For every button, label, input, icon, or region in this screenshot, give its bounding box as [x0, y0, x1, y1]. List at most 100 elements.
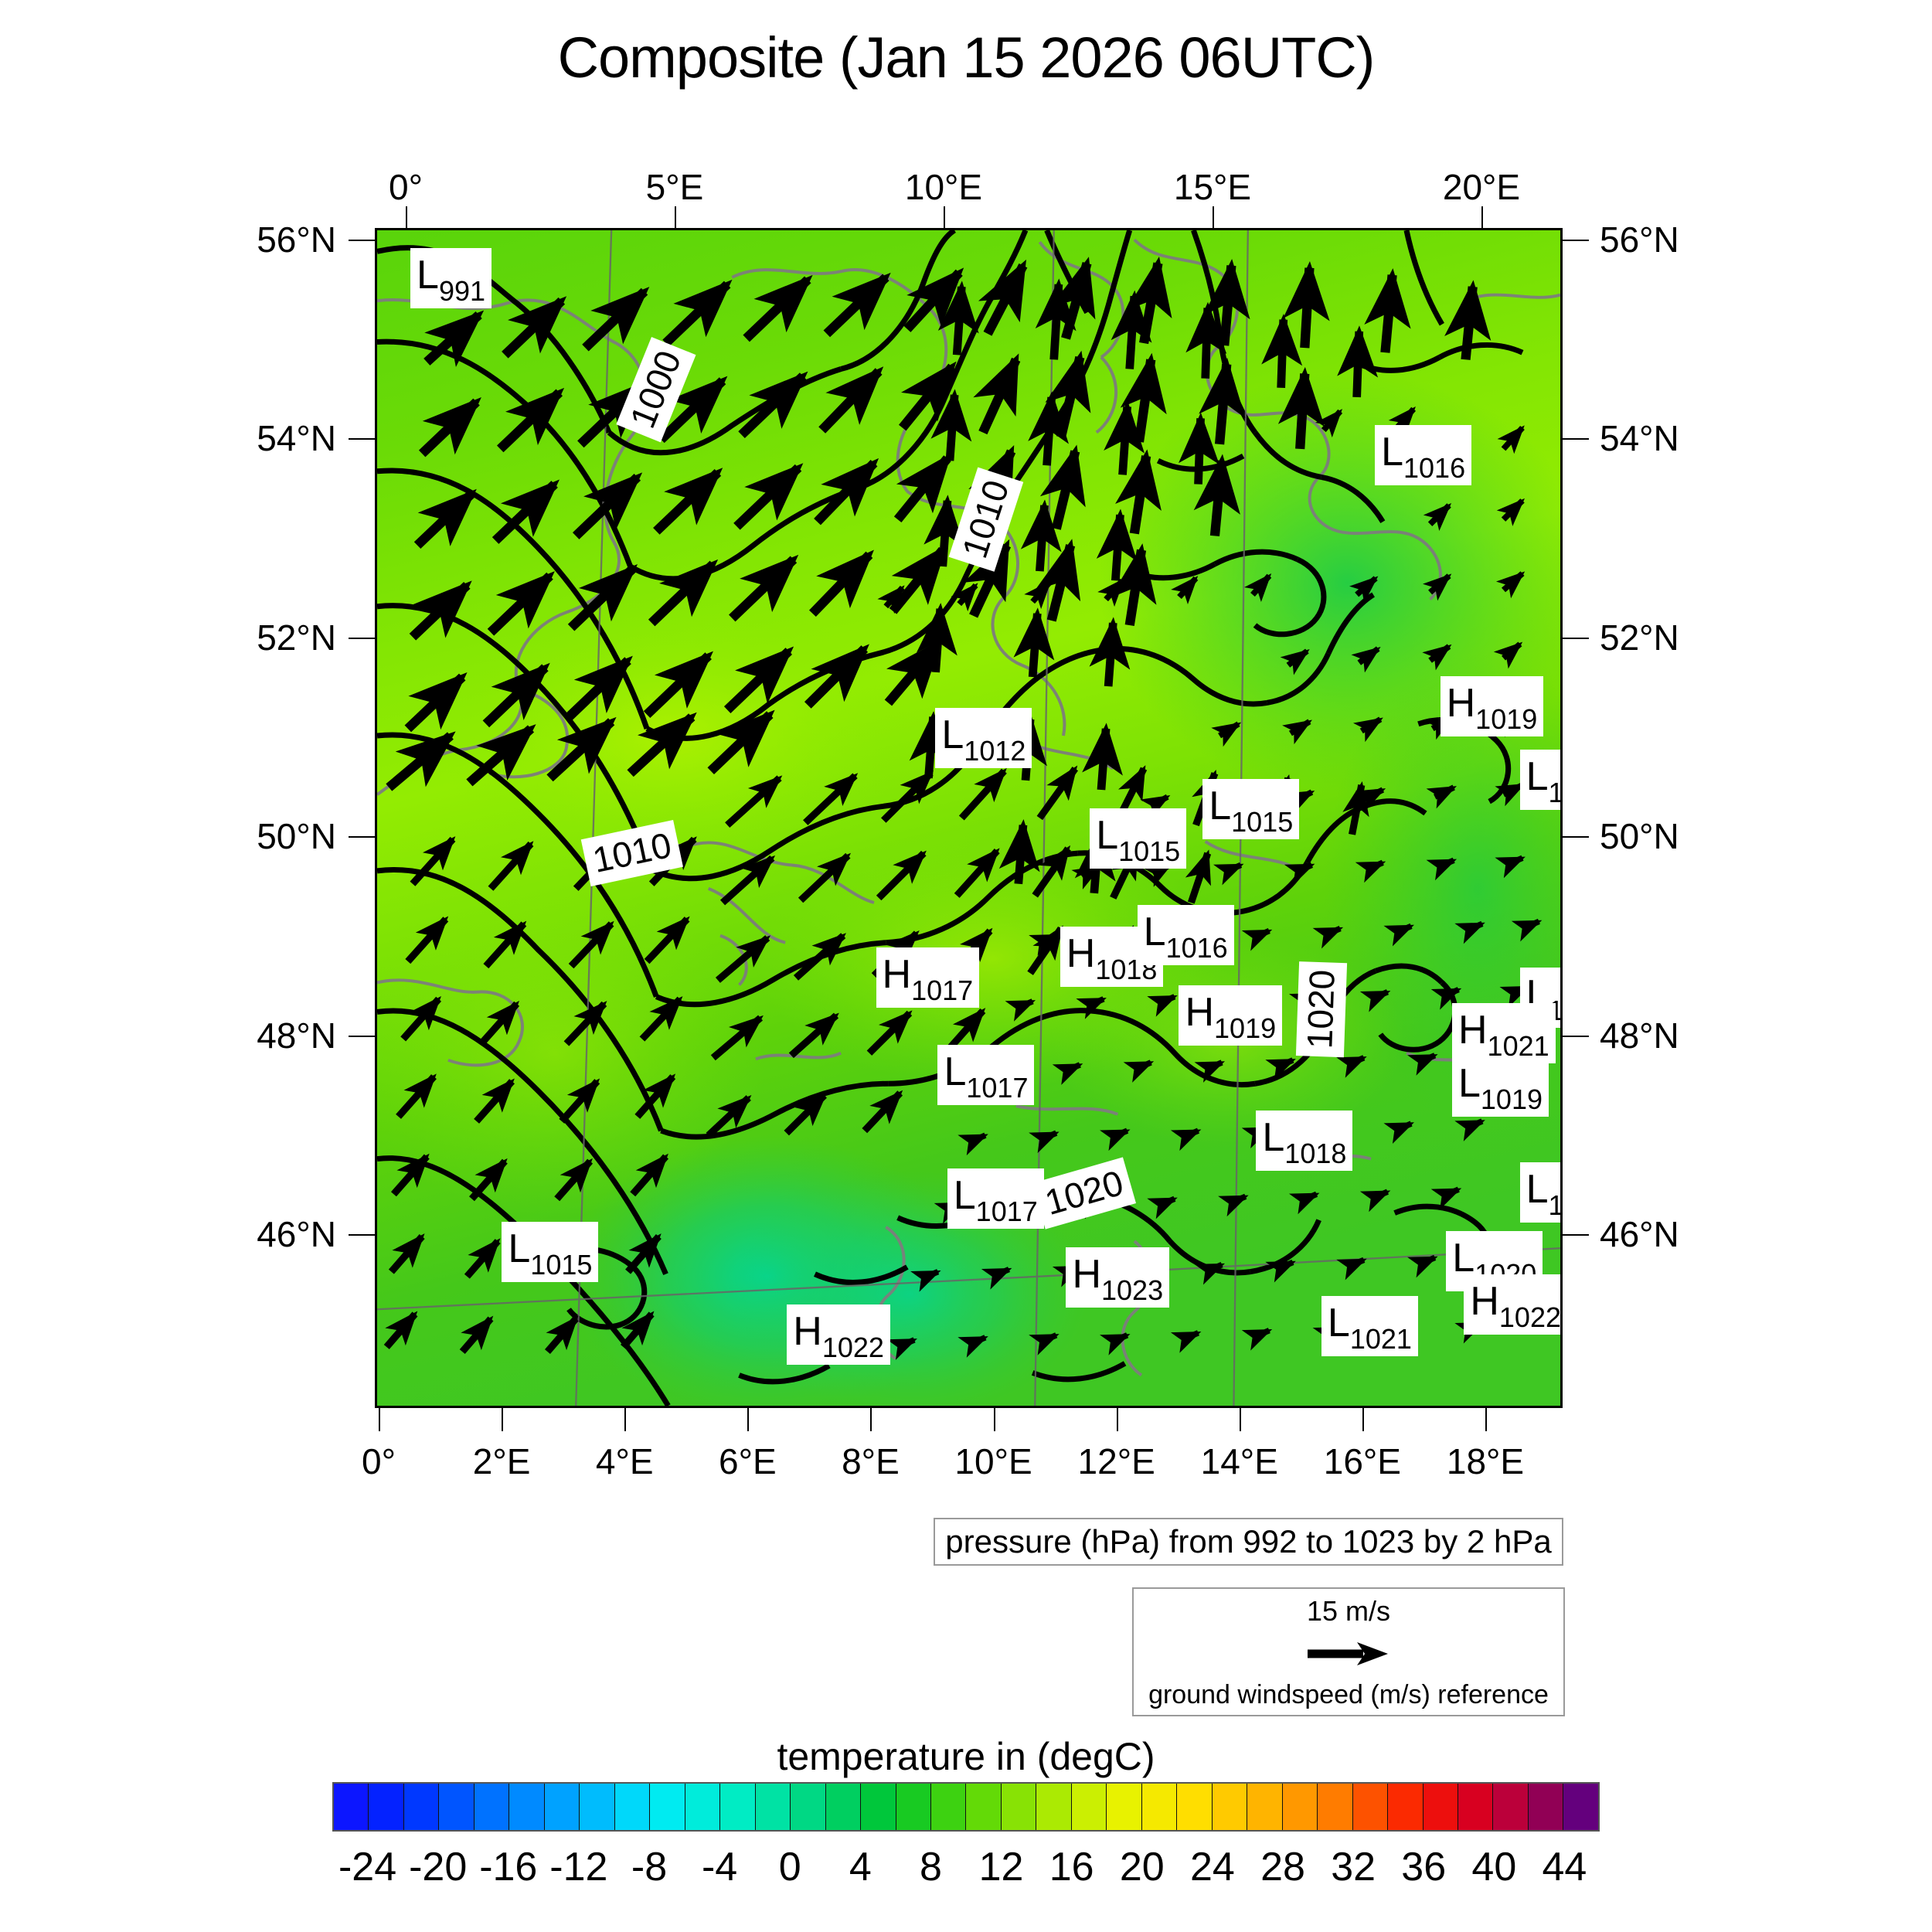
axis-tick-label: 48°N: [1600, 1015, 1679, 1056]
pressure-center-type: L: [1452, 1235, 1475, 1281]
colorbar-tick-label: 40: [1471, 1845, 1517, 1889]
pressure-center-marker: L1016: [1375, 424, 1472, 485]
pressure-center-value: 1021: [1349, 1322, 1412, 1355]
axis-tick-label: 46°N: [257, 1214, 336, 1254]
axis-tick-mark: [349, 637, 375, 639]
axis-tick-mark: [1481, 206, 1483, 228]
colorbar-tick-label: 16: [1049, 1845, 1094, 1889]
pressure-center-type: H: [1458, 1008, 1488, 1053]
colorbar-cell: [966, 1784, 1002, 1830]
colorbar-tick-label: 44: [1542, 1845, 1587, 1889]
colorbar-cell: [1563, 1784, 1598, 1830]
pressure-center-value: 1017: [911, 975, 974, 1007]
colorbar-tick-label: -16: [479, 1845, 538, 1889]
axis-tick-mark: [1213, 206, 1214, 228]
axis-tick-mark: [1563, 1035, 1589, 1037]
pressure-center-value: 991: [438, 274, 486, 307]
colorbar-cell: [1282, 1784, 1318, 1830]
pressure-center-value: 1017: [975, 1195, 1038, 1227]
axis-tick-mark: [944, 206, 945, 228]
axis-tick-mark: [1563, 438, 1589, 440]
axis-tick-mark: [870, 1408, 872, 1431]
axis-tick-label: 2°E: [472, 1441, 531, 1481]
axis-tick-mark: [349, 240, 375, 241]
pressure-legend-box: pressure (hPa) from 992 to 1023 by 2 hPa: [934, 1518, 1563, 1566]
colorbar-cell: [544, 1784, 580, 1830]
map-plot-area[interactable]: 1000 1010 1010 1020 1020 L991 L1016 H1019 L1012…: [375, 228, 1563, 1408]
colorbar-cell: [369, 1784, 404, 1830]
axis-tick-mark: [406, 206, 407, 228]
pressure-center-marker: H1022: [787, 1304, 890, 1365]
colorbar-cell: [334, 1784, 369, 1830]
wind-reference-legend-box: 15 m/s ground windspeed (m/s) reference: [1132, 1587, 1565, 1716]
pressure-center-type: H: [1446, 681, 1476, 726]
colorbar-tick-label: 8: [919, 1845, 942, 1889]
colorbar-cell: [685, 1784, 721, 1830]
axis-tick-mark: [1563, 240, 1589, 241]
pressure-center-marker: L1015: [1090, 808, 1187, 869]
pressure-center-value: 1017: [966, 1071, 1029, 1104]
pressure-center-value: 102: [1548, 1189, 1563, 1222]
axis-tick-label: 8°E: [842, 1441, 900, 1481]
axis-tick-mark: [349, 1035, 375, 1037]
pressure-center-value: 1012: [964, 735, 1026, 767]
pressure-center-marker: H1022: [1464, 1274, 1560, 1335]
pressure-center-value: 1015: [1231, 806, 1294, 838]
colorbar-tick-label: 4: [849, 1845, 872, 1889]
pressure-center-marker: H1019: [1179, 985, 1283, 1046]
pressure-center-type: H: [793, 1308, 822, 1354]
temperature-colorbar[interactable]: [332, 1782, 1600, 1832]
colorbar-cell: [1352, 1784, 1389, 1830]
colorbar-tick-labels: -24 -20 -16 -12 -8 -4 0 4 8 12 16 20 24 28 32 36 40 44: [332, 1844, 1600, 1890]
pressure-center-type: L: [1458, 1060, 1481, 1106]
pressure-center-value: 1015: [1118, 835, 1181, 868]
pressure-center-value: 1023: [1101, 1274, 1164, 1307]
axis-tick-label: 4°E: [595, 1441, 654, 1481]
pressure-center-marker: L1019: [1451, 1056, 1549, 1117]
colorbar-cell: [1107, 1784, 1142, 1830]
colorbar-cell: [861, 1784, 896, 1830]
pressure-center-marker: L1017: [947, 1168, 1044, 1229]
pressure-center-marker: L1021: [1321, 1295, 1418, 1356]
pressure-center-value: 1016: [1403, 451, 1466, 484]
pressure-center-marker: L102: [1519, 1162, 1563, 1223]
colorbar-cell: [1458, 1784, 1494, 1830]
colorbar-cell: [1388, 1784, 1423, 1830]
axis-tick-mark: [993, 1408, 995, 1431]
colorbar-cell: [720, 1784, 756, 1830]
axis-tick-label: 5°E: [645, 167, 704, 207]
pressure-center-type: L: [1327, 1300, 1350, 1345]
axis-tick-mark: [1485, 1408, 1487, 1431]
colorbar-cell: [1247, 1784, 1283, 1830]
axis-tick-mark: [349, 438, 375, 440]
colorbar-tick-label: 24: [1189, 1845, 1235, 1889]
wind-reference-value: 15 m/s: [1306, 1595, 1391, 1627]
pressure-center-value: 1022: [821, 1331, 884, 1363]
pressure-center-marker: L1015: [502, 1221, 599, 1282]
pressure-center-type: L: [508, 1226, 531, 1271]
colorbar-tick-label: 28: [1260, 1845, 1305, 1889]
colorbar-cell: [580, 1784, 615, 1830]
axis-tick-label: 48°N: [257, 1015, 336, 1056]
pressure-center-type: L: [1381, 429, 1403, 474]
pressure-center-value: 1019: [1214, 1012, 1277, 1045]
pressure-center-marker: L1016: [1137, 905, 1234, 966]
axis-tick-label: 6°E: [718, 1441, 777, 1481]
axis-tick-mark: [1563, 637, 1589, 639]
wind-reference-arrow-icon: [1134, 1638, 1563, 1669]
axis-tick-mark: [349, 836, 375, 838]
axis-tick-label: 54°N: [257, 418, 336, 459]
axis-tick-mark: [502, 1408, 504, 1431]
colorbar-cell: [614, 1784, 651, 1830]
pressure-center-value: 1019: [1480, 1083, 1543, 1115]
pressure-center-marker: L1017: [937, 1044, 1035, 1105]
axis-tick-label: 0°: [389, 167, 423, 207]
axis-tick-label: 20°E: [1442, 167, 1521, 207]
colorbar-cell: [1036, 1784, 1072, 1830]
colorbar-cell: [755, 1784, 791, 1830]
axis-tick-mark: [1239, 1408, 1241, 1431]
axis-tick-label: 16°E: [1323, 1441, 1401, 1481]
pressure-center-value: 10: [1548, 776, 1563, 808]
colorbar-tick-label: -20: [409, 1845, 468, 1889]
colorbar-cell: [930, 1784, 967, 1830]
